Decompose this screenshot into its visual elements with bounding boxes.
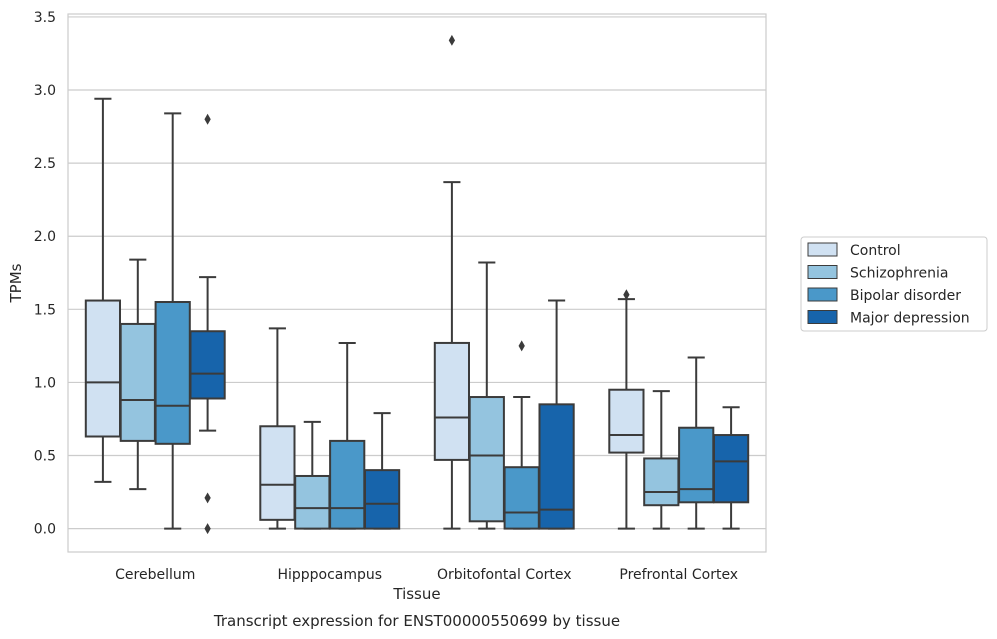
y-tick-label: 1.5 <box>34 302 56 318</box>
x-tick-label: Cerebellum <box>115 567 195 583</box>
box <box>294 474 331 530</box>
legend-label: Bipolar disorder <box>850 288 961 304</box>
box <box>503 466 540 530</box>
box <box>643 457 680 507</box>
y-tick-label: 2.5 <box>34 156 56 172</box>
box <box>608 388 645 454</box>
y-tick-label: 2.0 <box>34 229 56 245</box>
box-group <box>712 406 750 530</box>
legend-swatch <box>807 287 838 302</box>
box-group <box>363 412 401 530</box>
box <box>538 403 575 530</box>
box <box>189 330 226 400</box>
box-group <box>608 289 645 530</box>
y-tick-label: 0.5 <box>34 449 56 465</box>
x-tick-label: Hipppocampus <box>277 567 382 583</box>
legend-swatch <box>807 310 838 324</box>
plot-area-frame <box>67 13 767 553</box>
box-group <box>259 327 296 530</box>
box <box>84 299 122 438</box>
y-tick-label: 1.0 <box>34 375 56 391</box>
box-group <box>294 420 331 530</box>
legend-label: Control <box>850 243 901 259</box>
box-group <box>189 113 226 535</box>
box <box>712 434 750 504</box>
y-tick-label: 3.0 <box>34 83 56 99</box>
x-tick-label: Orbitofontal Cortex <box>437 567 572 583</box>
x-axis-label: Tissue <box>392 585 440 603</box>
x-tick-label: Prefrontal Cortex <box>619 567 738 583</box>
box-group <box>468 261 505 530</box>
box <box>329 439 366 530</box>
outlier-point <box>204 523 211 535</box>
outlier-point <box>623 289 630 301</box>
box <box>468 396 505 523</box>
boxes <box>84 34 750 535</box>
box <box>154 301 191 445</box>
box-group <box>119 258 156 491</box>
y-tick-label: 0.0 <box>34 522 56 538</box>
box-group <box>643 390 680 530</box>
box <box>678 426 715 504</box>
legend-label: Major depression <box>850 311 970 327</box>
box <box>363 469 401 530</box>
box-group <box>678 356 715 530</box>
outlier-point <box>204 113 211 125</box>
box-group <box>329 341 366 530</box>
box <box>433 341 471 461</box>
legend-swatch <box>807 265 838 279</box>
legend-swatch <box>807 242 838 257</box>
box <box>119 322 156 442</box>
legend: Control Schizophrenia Bipolar disorder Majo… <box>800 236 988 332</box>
box-group <box>154 112 191 530</box>
y-axis-label: TPMs <box>7 263 25 303</box>
legend-frame <box>800 236 988 332</box>
box <box>259 425 296 521</box>
box-group <box>433 34 471 530</box>
y-axis-ticks: 0.0 0.5 1.0 1.5 2.0 2.5 3.0 3.5 <box>34 10 56 538</box>
outlier-point <box>204 492 211 504</box>
box-group <box>538 299 575 530</box>
y-tick-label: 3.5 <box>34 10 56 26</box>
outlier-point <box>448 34 456 46</box>
legend-label: Schizophrenia <box>850 266 948 282</box>
outlier-point <box>518 340 525 352</box>
box-group <box>84 97 122 483</box>
box-group <box>503 340 540 530</box>
chart-title: Transcript expression for ENST0000055069… <box>213 612 620 630</box>
x-axis-ticks: Cerebellum Hipppocampus Orbitofontal Corte… <box>115 567 738 583</box>
